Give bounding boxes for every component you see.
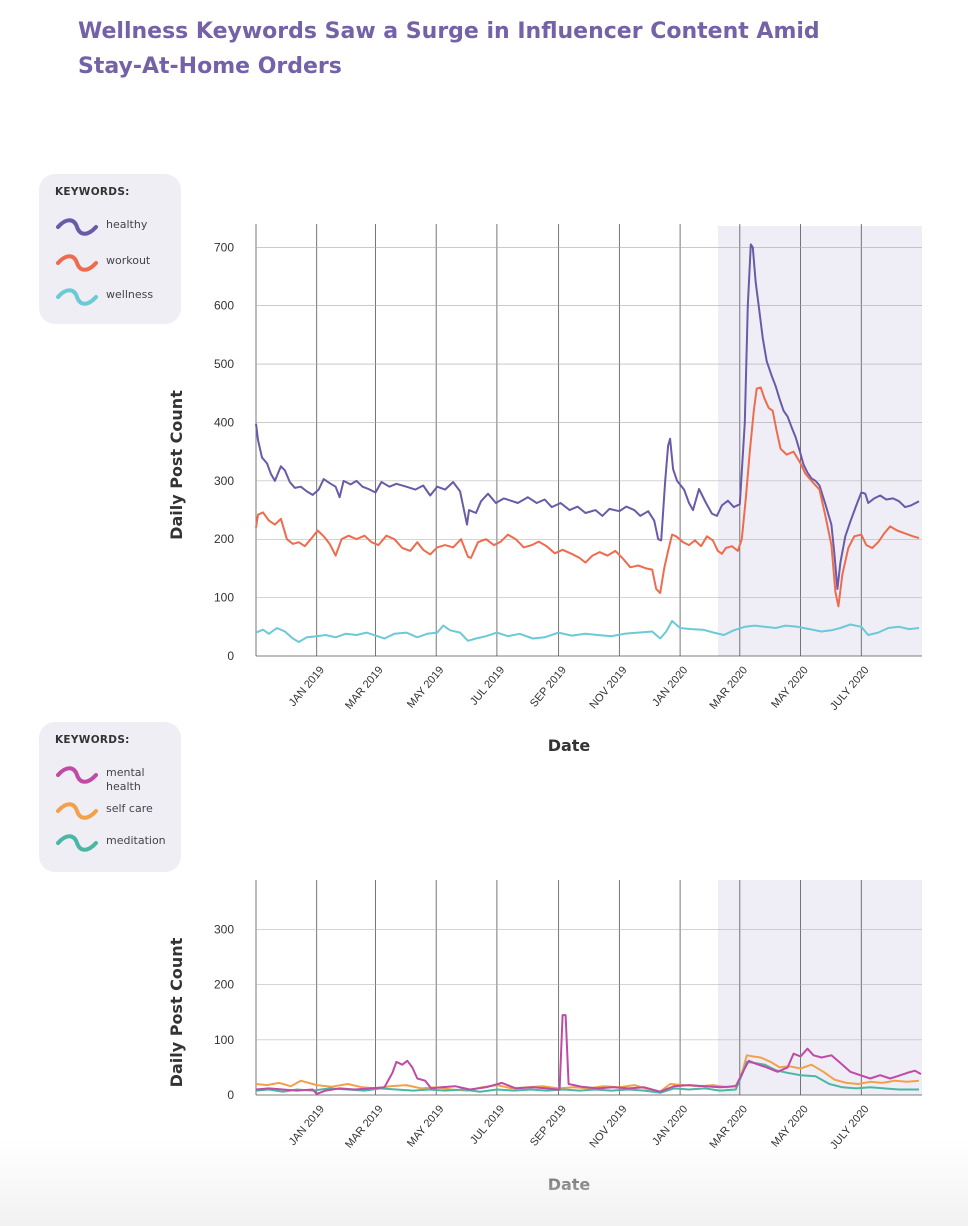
series-line-mental-health [255,1014,922,1095]
legend-swatch [56,834,98,852]
legend-swatch [56,288,98,306]
x-tick-label: JAN 2020 [650,1103,690,1148]
series-line-healthy [255,243,920,590]
x-tick-label: JULY 2020 [828,1103,872,1152]
y-tick-label: 0 [227,1088,234,1102]
highlight-band [717,880,922,1095]
y-tick-label: 400 [214,415,234,429]
y-tick-label: 200 [214,978,234,992]
legend-swatch [56,802,98,820]
highlight-band [717,226,922,656]
legend-box-top: KEYWORDS: healthy workout wellness [39,174,181,324]
legend-label: workout [106,254,151,267]
y-tick-label: 300 [214,923,234,937]
y-tick-label: 100 [214,591,234,605]
x-tick-label: SEP 2019 [528,1103,569,1149]
y-tick-label: 0 [227,649,234,663]
x-tick-label: SEP 2019 [528,664,569,710]
chart-bottom: 0 100 200 300 JAN 2019 MAR 2019 MAY 2019 JUL 20… [167,880,922,1194]
legend-swatch [56,766,98,784]
y-tick-label: 500 [214,357,234,371]
legend-item-mental-health: mental health [55,766,179,796]
legend-title: KEYWORDS: [55,186,130,198]
legend-label: meditation [106,834,166,847]
series-line-workout [255,386,920,608]
x-tick-label: MAY 2019 [405,1103,447,1149]
x-tick-label: MAY 2019 [405,664,447,710]
x-axis-title: Date [548,736,591,755]
y-axis-title: Daily Post Count [167,390,186,540]
x-tick-label: JUL 2019 [468,1103,507,1146]
x-tick-label: JAN 2019 [287,1103,327,1148]
y-tick-label: 300 [214,474,234,488]
legend-item-wellness: wellness [55,288,179,318]
legend-swatch [56,254,98,272]
x-tick-label: JAN 2019 [287,664,327,709]
legend-item-healthy: healthy [55,218,179,248]
x-tick-label: MAY 2020 [769,664,811,710]
series-line-meditation [255,1060,919,1094]
x-tick-label: JULY 2020 [828,664,872,713]
legend-item-meditation: meditation [55,834,179,864]
x-tick-label: MAR 2020 [708,1103,751,1151]
x-tick-label: MAR 2019 [343,1103,386,1151]
x-tick-label: MAR 2020 [708,664,751,712]
legend-label: self care [106,802,153,815]
x-tick-label: JAN 2020 [650,664,690,709]
legend-item-self-care: self care [55,802,179,832]
y-tick-label: 700 [214,240,234,254]
x-tick-label: NOV 2019 [587,664,629,711]
series-line-wellness [255,620,920,643]
legend-title: KEYWORDS: [55,734,130,746]
page-title: Wellness Keywords Saw a Surge in Influen… [78,19,820,79]
chart-top: 0 100 200 300 400 500 600 700 JAN 2019 MAR 2019 MA… [167,224,922,755]
x-tick-label: MAY 2020 [769,1103,811,1149]
legend-box-bottom: KEYWORDS: mental health self care medita… [39,722,181,872]
x-tick-label: NOV 2019 [587,1103,629,1150]
y-tick-label: 100 [214,1033,234,1047]
legend-label: healthy [106,218,148,231]
y-axis-title: Daily Post Count [167,937,186,1087]
x-tick-label: MAR 2019 [343,664,386,712]
legend-label: mental health [106,766,145,793]
x-tick-label: JUL 2019 [468,664,507,707]
legend-label: wellness [106,288,154,301]
legend-item-workout: workout [55,254,179,284]
x-axis-title: Date [548,1175,591,1194]
y-tick-label: 200 [214,532,234,546]
y-tick-label: 600 [214,299,234,313]
legend-swatch [56,218,98,236]
